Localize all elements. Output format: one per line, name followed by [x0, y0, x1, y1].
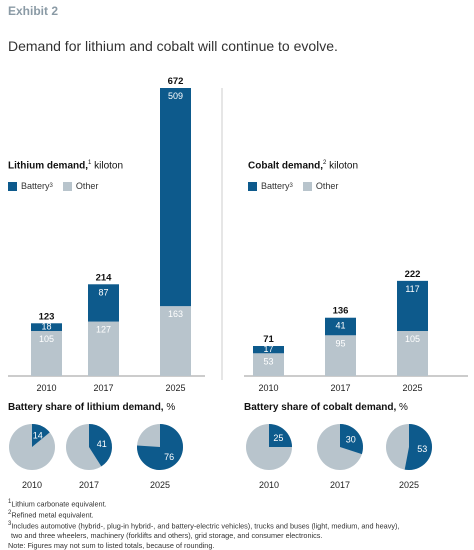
lithium-share-unit: %	[166, 402, 176, 413]
cobalt-legend: Battery 3 Other	[248, 181, 338, 191]
footnote-3-cont: two and three wheelers, machinery (forkl…	[11, 531, 323, 541]
cobalt-title-text: Cobalt demand,	[248, 160, 324, 172]
cobalt-label-battery-2025: 117	[405, 284, 419, 294]
lithium-label-total-2025: 672	[168, 76, 184, 87]
cobalt-tick-2025: 2025	[402, 383, 422, 393]
cobalt-share-pie-battery-2025	[404, 424, 433, 470]
cobalt-share-pie-year-2010: 2010	[259, 480, 279, 490]
lithium-label-other-2010: 105	[39, 334, 54, 344]
lithium-tick-2010: 2010	[36, 383, 56, 393]
legend-battery-label: Battery	[261, 181, 290, 191]
cobalt-share-pie-battery-2017	[340, 424, 363, 455]
cobalt-label-other-2010: 53	[263, 356, 273, 366]
cobalt-label-total-2017: 136	[333, 306, 349, 317]
cobalt-unit: kiloton	[329, 160, 359, 172]
cobalt-share-title-text: Battery share of cobalt demand,	[244, 402, 397, 413]
lithium-share-pie-label-2017: 41	[97, 439, 107, 449]
lithium-share-pie-battery-2010	[32, 424, 50, 447]
headline: Demand for lithium and cobalt will conti…	[8, 38, 338, 54]
lithium-bar-battery-2017	[88, 284, 119, 322]
legend-battery-sup: 3	[289, 183, 293, 189]
cobalt-chart-title: Cobalt demand,2 kiloton	[248, 160, 358, 171]
lithium-label-battery-2010: 18	[41, 322, 51, 332]
legend-battery-label: Battery	[21, 181, 50, 191]
lithium-label-total-2017: 214	[96, 272, 113, 283]
lithium-tick-2025: 2025	[165, 383, 185, 393]
lithium-label-total-2010: 123	[39, 311, 55, 322]
footnote-2: 2Refined metal equivalent.	[8, 510, 94, 520]
cobalt-title-sup: 2	[323, 160, 327, 166]
cobalt-label-total-2010: 71	[263, 334, 274, 345]
lithium-title-sup: 1	[88, 160, 92, 166]
cobalt-share-title: Battery share of cobalt demand, %	[244, 402, 408, 413]
footnote-1: 1Lithium carbonate equivalent.	[8, 499, 107, 509]
lithium-share-pie-label-2010: 14	[33, 430, 43, 440]
lithium-share-pie-year-2017: 2017	[79, 480, 99, 490]
footnotes: 1Lithium carbonate equivalent. 2Refined …	[8, 498, 470, 550]
cobalt-share-unit: %	[399, 402, 408, 413]
cobalt-share-pie-label-2010: 25	[273, 433, 283, 443]
lithium-share-pie-label-2025: 76	[164, 452, 174, 462]
cobalt-bar-battery-2025	[397, 280, 428, 331]
cobalt-share-pie-label-2017: 30	[346, 435, 356, 445]
cobalt-share-pie-year-2017: 2017	[330, 480, 350, 490]
lithium-unit: kiloton	[94, 160, 124, 172]
cobalt-label-battery-2017: 41	[335, 321, 345, 331]
cobalt-bar-other-2010	[253, 353, 284, 376]
lithium-title-text: Lithium demand,	[8, 160, 88, 172]
cobalt-label-total-2025: 222	[405, 269, 421, 280]
footnote-3: 3Includes automotive (hybrid-, plug-in h…	[8, 521, 400, 531]
cobalt-bar-battery-2017	[325, 317, 356, 336]
cobalt-share-pie-year-2025: 2025	[399, 480, 419, 490]
legend-other-swatch	[302, 181, 312, 191]
legend-battery-sup: 3	[49, 183, 53, 189]
lithium-legend: Battery 3 Other	[8, 181, 98, 191]
lithium-bar-other-2025	[160, 306, 191, 376]
cobalt-share-pie-label-2025: 53	[417, 444, 427, 454]
exhibit-label: Exhibit 2	[8, 4, 59, 18]
lithium-label-other-2017: 127	[96, 325, 111, 335]
lithium-share-pie-battery-2025	[137, 424, 184, 470]
lithium-share-title: Battery share of lithium demand, %	[8, 402, 175, 413]
cobalt-label-other-2025: 105	[405, 334, 420, 344]
footnote-note: Note: Figures may not sum to listed tota…	[8, 540, 215, 550]
cobalt-bar-battery-2010	[253, 346, 284, 354]
lithium-label-battery-2017: 87	[98, 287, 108, 297]
cobalt-tick-2010: 2010	[258, 383, 278, 393]
lithium-share-title-text: Battery share of lithium demand,	[8, 402, 164, 413]
cobalt-tick-2017: 2017	[330, 383, 350, 393]
cobalt-label-other-2017: 95	[335, 338, 345, 348]
legend-battery-swatch	[8, 181, 17, 191]
cobalt-bar-other-2017	[325, 335, 356, 376]
legend-other-label: Other	[315, 181, 339, 191]
legend-battery-swatch	[248, 181, 257, 191]
lithium-share-pie-year-2025: 2025	[150, 480, 170, 490]
legend-other-label: Other	[75, 181, 99, 191]
lithium-chart-title: Lithium demand,1 kiloton	[8, 160, 123, 171]
lithium-tick-2017: 2017	[93, 383, 113, 393]
lithium-share-pie-battery-2017	[89, 424, 112, 467]
lithium-bar-other-2010	[31, 331, 62, 376]
lithium-bar-battery-2010	[31, 323, 62, 331]
cobalt-label-battery-2010: 17	[263, 344, 273, 354]
legend-other-swatch	[62, 181, 72, 191]
lithium-share-pie-year-2010: 2010	[22, 480, 42, 490]
cobalt-share-pie-battery-2010	[269, 424, 292, 447]
cobalt-bar-other-2025	[397, 331, 428, 376]
lithium-bar-battery-2025	[160, 88, 191, 307]
lithium-label-battery-2025: 509	[168, 91, 183, 101]
lithium-label-other-2025: 163	[168, 309, 183, 319]
lithium-bar-other-2017	[88, 321, 119, 376]
